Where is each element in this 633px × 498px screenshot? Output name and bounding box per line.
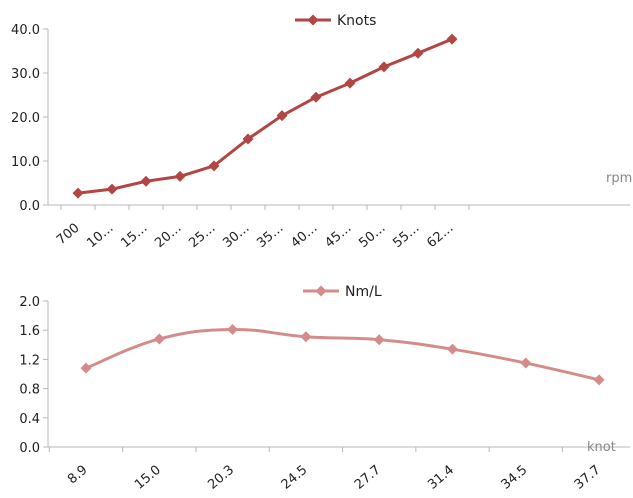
x-tick-label: 15… xyxy=(118,221,150,251)
series-line xyxy=(84,327,601,382)
data-point-marker xyxy=(520,357,532,369)
data-point-marker xyxy=(412,47,424,59)
x-tick-label: 55… xyxy=(390,221,422,251)
legend-marker xyxy=(315,285,327,297)
x-tick-label: 8.9 xyxy=(65,463,90,488)
x-tick-label: 50… xyxy=(356,221,388,251)
y-tick-label: 0.0 xyxy=(19,199,40,214)
x-tick-label: 30… xyxy=(220,221,252,251)
data-point-marker xyxy=(174,170,186,182)
data-point-marker xyxy=(446,33,458,45)
x-tick-label: 37.7 xyxy=(572,463,604,493)
x-tick-label: 20.3 xyxy=(205,463,237,493)
x-tick-label: 40… xyxy=(288,221,320,251)
y-tick-label: 1.6 xyxy=(19,324,40,339)
x-tick-label: 15.0 xyxy=(132,463,164,493)
x-tick-label: 10… xyxy=(84,221,116,251)
data-point-marker xyxy=(208,160,220,172)
data-point-marker xyxy=(80,362,92,374)
x-tick-label: 20… xyxy=(152,221,184,251)
data-point-marker xyxy=(140,175,152,187)
data-point-marker xyxy=(242,133,254,145)
x-unit-label: knot xyxy=(587,440,616,455)
x-tick-label: 35… xyxy=(254,221,286,251)
legend-label: Nm/L xyxy=(345,284,382,300)
x-tick-label: 25… xyxy=(186,221,218,251)
y-tick-label: 1.2 xyxy=(19,353,40,368)
data-point-marker xyxy=(72,187,84,199)
y-tick-label: 0.4 xyxy=(19,412,40,427)
x-tick-label: 24.5 xyxy=(279,463,311,493)
x-tick-label: 27.7 xyxy=(352,463,384,493)
chart-1: 0.0 10.0 20.0 30.0 40.0 700 10… 15… 20… 25… 30… 35…… xyxy=(11,13,632,251)
legend-label: Knots xyxy=(337,13,376,29)
chart-2: 0.0 0.4 0.8 1.2 1.6 2.0 8.9 15.0 20.3 24.5 27.7 31.… xyxy=(19,284,630,493)
data-point-marker xyxy=(593,374,605,386)
x-tick-label: 62… xyxy=(424,221,456,251)
data-point-marker xyxy=(227,323,239,335)
series-line xyxy=(76,37,454,195)
y-tick-label: 0.0 xyxy=(19,441,40,456)
y-tick-label: 20.0 xyxy=(11,111,40,126)
data-point-marker xyxy=(153,333,165,345)
y-tick-label: 0.8 xyxy=(19,383,40,398)
y-tick-label: 40.0 xyxy=(11,23,40,38)
y-tick-label: 30.0 xyxy=(11,67,40,82)
data-point-marker xyxy=(106,183,118,195)
y-tick-label: 2.0 xyxy=(19,295,40,310)
data-point-marker xyxy=(310,91,322,103)
x-unit-label: rpm xyxy=(606,171,632,186)
data-point-marker xyxy=(373,334,385,346)
data-point-marker xyxy=(300,331,312,343)
data-point-marker xyxy=(447,343,458,355)
x-tick-label: 45… xyxy=(322,221,354,251)
data-point-marker xyxy=(276,110,288,122)
legend-marker xyxy=(307,14,319,26)
y-tick-label: 10.0 xyxy=(11,155,40,170)
x-tick-label: 34.5 xyxy=(499,463,531,493)
data-point-marker xyxy=(344,77,356,89)
x-tick-label: 700 xyxy=(54,221,83,248)
x-tick-label: 31.4 xyxy=(425,463,457,493)
data-point-marker xyxy=(378,61,390,73)
